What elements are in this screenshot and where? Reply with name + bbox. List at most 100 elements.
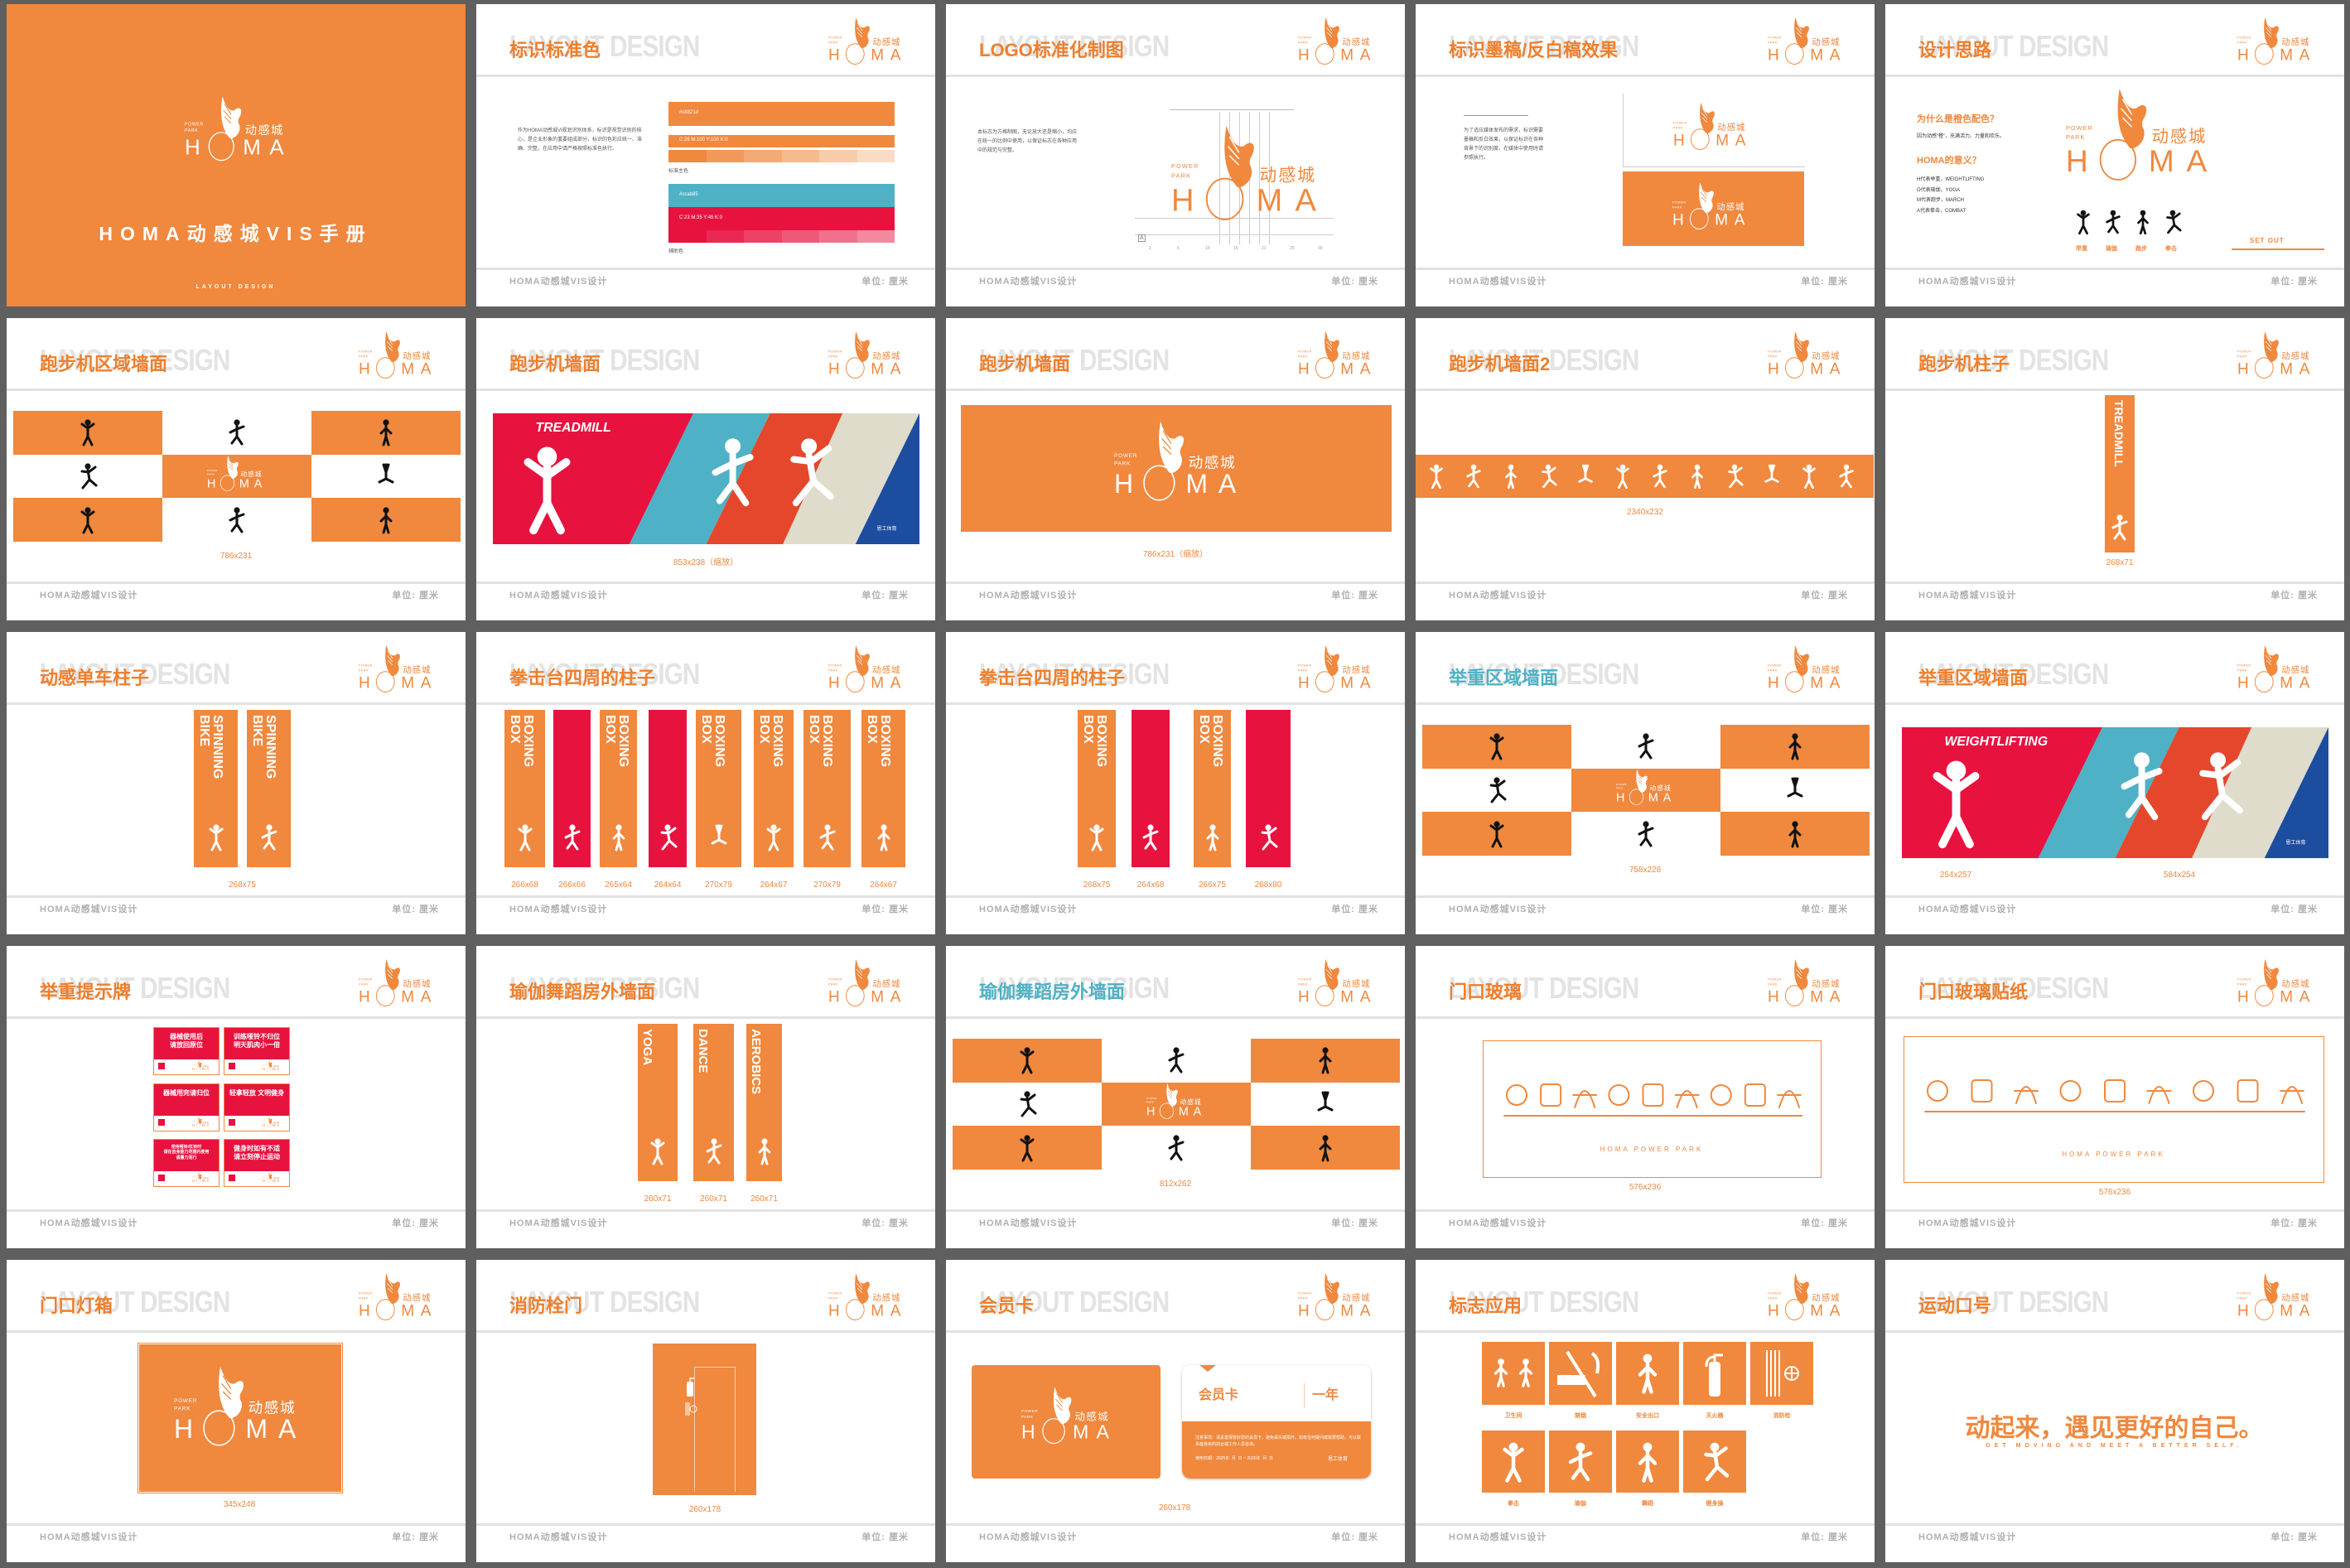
manual-page-7[interactable]: LAYOUT DESIGN 跑步机墙面 POWER PARK 动感城 H MA HOMA动感城…: [476, 318, 935, 620]
page-title: 举重区域墙面: [1918, 668, 2029, 688]
logo-letter-h: H: [359, 674, 370, 692]
wall-panel: [953, 1126, 1102, 1170]
dimension-caption: 270x79: [813, 880, 841, 890]
logo-letters-ma: MA: [871, 674, 907, 692]
homa-logo: POWER PARK 动感城 H MA: [1298, 330, 1377, 381]
treadmill-icon: [2134, 205, 2152, 239]
meaning-line: A代表拳击，COMBAT: [1917, 208, 1966, 214]
logo-letters-ma: MA: [245, 1415, 306, 1445]
manual-page-24[interactable]: LAYOUT DESIGN 标志应用 POWER PARK 动感城 H MA HOMA动感城V…: [1416, 1260, 1875, 1562]
footer-divider: [1416, 581, 1875, 584]
red-tint-swatch: [706, 230, 744, 243]
door-lightbox: POWER PARK 动感城 H MA: [138, 1343, 343, 1493]
manual-page-17[interactable]: LAYOUT DESIGN 瑜伽舞蹈房外墙面 POWER PARK 动感城 H MA HOMA…: [476, 946, 935, 1248]
logo-letters-ma: MA: [272, 1067, 281, 1072]
wall-panel: [1251, 1082, 1400, 1127]
logo-letters-ma: MA: [1810, 360, 1846, 378]
dimension-caption: 2340x232: [1627, 508, 1663, 517]
logo-tag-park: PARK: [828, 668, 838, 673]
homa-logo: POWER PARK 动感城 H MA: [1768, 330, 1846, 381]
logo-tag-power: POWER: [263, 1176, 266, 1178]
athlete-figure-icon: [874, 816, 894, 859]
logo-tag-power: POWER: [1298, 977, 1312, 982]
logo-tag-park: PARK: [828, 982, 838, 987]
dimension-caption: 268x75: [229, 880, 256, 890]
manual-page-21[interactable]: LAYOUT DESIGN 门口灯箱 POWER PARK 动感城 H MA HOMA动感城V…: [7, 1260, 466, 1562]
header-divider: [476, 75, 935, 77]
griffin-icon: [381, 958, 403, 990]
manual-page-14[interactable]: LAYOUT DESIGN 举重区域墙面 POWER PARK 动感城 H MA HOMA动感…: [1416, 632, 1875, 934]
logo-letters-ma: MA: [1810, 1302, 1846, 1320]
logo-tag-park: PARK: [1673, 125, 1683, 130]
athlete-figure-icon: [764, 816, 784, 859]
header-divider: [946, 1016, 1405, 1019]
manual-page-2[interactable]: LAYOUT DESIGN 标识标准色 POWER PARK 动感城 H MA HOMA动感城…: [476, 4, 935, 306]
page-title: 会员卡: [979, 1295, 1035, 1316]
logo-letter-h: H: [263, 1123, 266, 1128]
manual-page-5[interactable]: LAYOUT DESIGN 设计思路 POWER PARK 动感城 H MA HOMA动感城V…: [1885, 4, 2344, 306]
homa-logo: POWER PARK 动感城 H MA: [192, 1060, 210, 1072]
manual-page-12[interactable]: LAYOUT DESIGN 拳击台四周的柱子 POWER PARK 动感城 H MA HOMA…: [476, 632, 935, 934]
footer-title: HOMA动感城VIS设计: [40, 905, 138, 914]
griffin-icon: [1320, 330, 1343, 362]
concept-icon-label: 跑步: [2135, 246, 2147, 252]
logo-tag-park: PARK: [1768, 982, 1778, 987]
manual-page-16[interactable]: LAYOUT DESIGN 举重提示牌 POWER PARK 动感城 H MA HOMA动感城…: [7, 946, 466, 1248]
logo-letters-ma: MA: [1810, 46, 1846, 64]
manual-page-8[interactable]: LAYOUT DESIGN 跑步机墙面 POWER PARK 动感城 H MA HOMA动感城…: [946, 318, 1405, 620]
dimension-caption: 264x67: [870, 880, 897, 890]
secondary-hex-label: #ccab85: [679, 192, 698, 197]
logo-letter-h: H: [1768, 988, 1779, 1006]
logo-tag-power: POWER: [1768, 349, 1782, 354]
dimension-caption: 576x236: [1629, 1183, 1662, 1192]
sign-message: 轻拿轻放 文明健身: [229, 1089, 285, 1097]
manual-page-1[interactable]: POWER PARK 动感城 H MA HOMA动感城VIS手册 LAYOUT DESIGN: [7, 4, 466, 306]
logo-letters-ma: MA: [201, 1179, 210, 1184]
footer-title: HOMA动感城VIS设计: [1918, 905, 2017, 914]
footer-unit: 单位: 厘米: [1801, 591, 1848, 601]
manual-page-11[interactable]: LAYOUT DESIGN 动感单车柱子 POWER PARK 动感城 H MA HOMA动感…: [7, 632, 466, 934]
dimension-caption: 345x248: [223, 1500, 256, 1509]
fire-hose-icon: [684, 1402, 697, 1416]
logo-cn-name: 动感城: [1342, 351, 1371, 362]
logo-cn-name: 动感城: [202, 1176, 210, 1180]
homa-logo: POWER PARK 动感城 H MA: [2237, 17, 2316, 67]
manual-page-6[interactable]: LAYOUT DESIGN 跑步机区域墙面 POWER PARK 动感城 H MA HOMA动…: [7, 318, 466, 620]
manual-page-3[interactable]: LAYOUT DESIGN LOGO标准化制图 POWER PARK 动感城 H MA HOM…: [946, 4, 1405, 306]
manual-page-19[interactable]: LAYOUT DESIGN 门口玻璃 POWER PARK 动感城 H MA HOMA动感城V…: [1416, 946, 1875, 1248]
logo-letter-h: H: [2237, 988, 2249, 1006]
primary-color-label: 标准主色: [668, 169, 689, 174]
logo-letters-ma: MA: [871, 46, 907, 64]
primary-tint-swatch: [857, 150, 895, 162]
manual-page-9[interactable]: LAYOUT DESIGN 跑步机墙面2 POWER PARK 动感城 H MA HOMA动感…: [1416, 318, 1875, 620]
pillar-graphic: DANCE: [693, 1024, 734, 1181]
homa-logo: POWER PARK 动感城 H MA: [1171, 124, 1329, 225]
manual-page-13[interactable]: LAYOUT DESIGN 拳击台四周的柱子 POWER PARK 动感城 H MA HOMA…: [946, 632, 1405, 934]
header-divider: [7, 388, 466, 391]
manual-page-22[interactable]: LAYOUT DESIGN 消防栓门 POWER PARK 动感城 H MA HOMA动感城V…: [476, 1260, 935, 1562]
logo-letters-ma: MA: [1340, 674, 1377, 692]
manual-page-10[interactable]: LAYOUT DESIGN 跑步机柱子 POWER PARK 动感城 H MA HOMA动感城…: [1885, 318, 2344, 620]
runner-figure-icon: [1465, 462, 1483, 490]
header-divider: [7, 1016, 466, 1019]
concept-icon-label: 瑜伽: [2106, 246, 2117, 252]
dimension-caption: 812x262: [1159, 1180, 1192, 1189]
manual-page-4[interactable]: LAYOUT DESIGN 标识墨稿/反白稿效果 POWER PARK 动感城 H MA HO…: [1416, 4, 1875, 306]
logo-letter-h: H: [263, 1179, 266, 1184]
logo-cn-name: 动感城: [403, 665, 432, 676]
logo-letter-o-circle: [2254, 43, 2274, 65]
athlete-figure-icon: [1017, 1134, 1037, 1162]
manual-page-23[interactable]: LAYOUT DESIGN 会员卡 POWER PARK 动感城 H MA HOMA动感城VI…: [946, 1260, 1405, 1562]
manual-page-25[interactable]: LAYOUT DESIGN 运动口号 POWER PARK 动感城 H MA HOMA动感城V…: [1885, 1260, 2344, 1562]
logo-letter-o-circle: [1690, 128, 1710, 150]
logo-tag-park: PARK: [1298, 1295, 1308, 1300]
header-divider: [1885, 702, 2344, 705]
header-divider: [7, 702, 466, 705]
pillar-graphic: YOGA: [638, 1024, 678, 1181]
logo-tag-park: PARK: [1768, 668, 1778, 673]
athlete-figure-icon: [376, 418, 396, 446]
manual-page-20[interactable]: LAYOUT DESIGN 门口玻璃贴纸 POWER PARK 动感城 H MA HOMA动感…: [1885, 946, 2344, 1248]
manual-page-18[interactable]: LAYOUT DESIGN 瑜伽舞蹈房外墙面 POWER PARK 动感城 H MA HOMA…: [946, 946, 1405, 1248]
banner-heading: WEIGHTLIFTING: [1944, 735, 2048, 750]
manual-page-15[interactable]: LAYOUT DESIGN 举重区域墙面 POWER PARK 动感城 H MA HOMA动感…: [1885, 632, 2344, 934]
